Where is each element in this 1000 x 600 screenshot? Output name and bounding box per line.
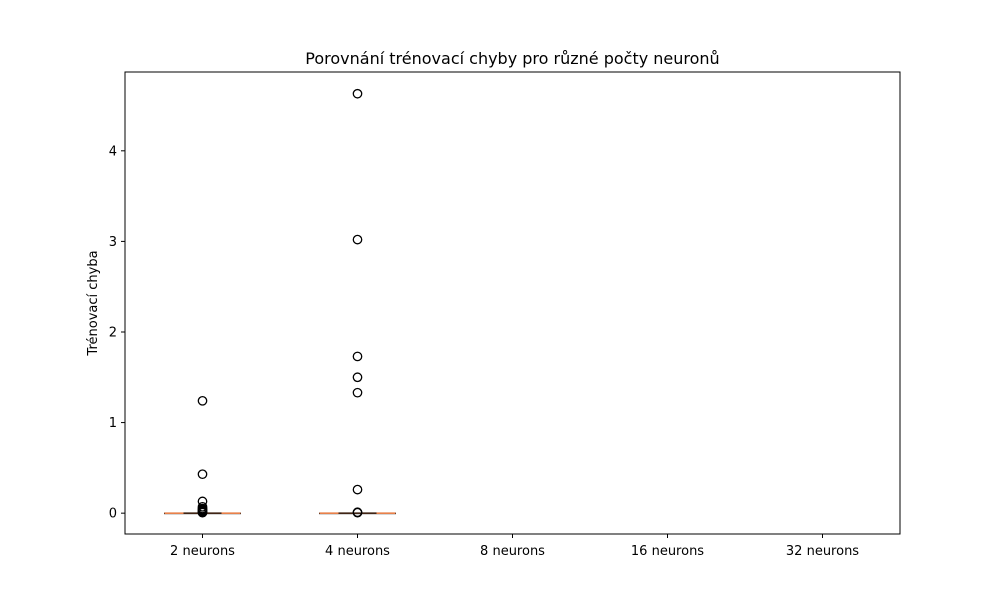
box-1 <box>164 395 241 518</box>
x-tick-label: 2 neurons <box>170 544 235 559</box>
y-axis: 0 1 2 3 4 <box>109 144 125 522</box>
outlier-point <box>352 88 363 99</box>
box-series <box>164 88 396 518</box>
chart-title: Porovnání trénovací chyby pro různé počt… <box>305 49 719 68</box>
outlier-point <box>352 234 363 245</box>
x-tick-label: 4 neurons <box>325 544 390 559</box>
outlier-point <box>197 469 208 480</box>
outlier-point <box>352 351 363 362</box>
outlier-point <box>352 484 363 495</box>
outlier-point <box>352 387 363 398</box>
y-tick-label: 2 <box>109 325 117 340</box>
outlier-point <box>352 372 363 383</box>
outlier-point <box>197 395 208 406</box>
outlier-point <box>352 507 363 518</box>
x-tick-label: 32 neurons <box>786 544 859 559</box>
box-2 <box>319 88 396 518</box>
x-tick-label: 8 neurons <box>480 544 545 559</box>
y-tick-label: 1 <box>109 416 117 431</box>
x-axis: 2 neurons 4 neurons 8 neurons 16 neurons 32 … <box>170 534 859 559</box>
y-axis-label: Trénovací chyba <box>86 250 101 356</box>
outlier-point <box>197 507 208 518</box>
y-tick-label: 3 <box>109 235 117 250</box>
plot-area-frame <box>124 71 901 535</box>
y-tick-label: 0 <box>109 507 117 522</box>
y-tick-label: 4 <box>109 144 117 159</box>
x-tick-label: 16 neurons <box>631 544 704 559</box>
